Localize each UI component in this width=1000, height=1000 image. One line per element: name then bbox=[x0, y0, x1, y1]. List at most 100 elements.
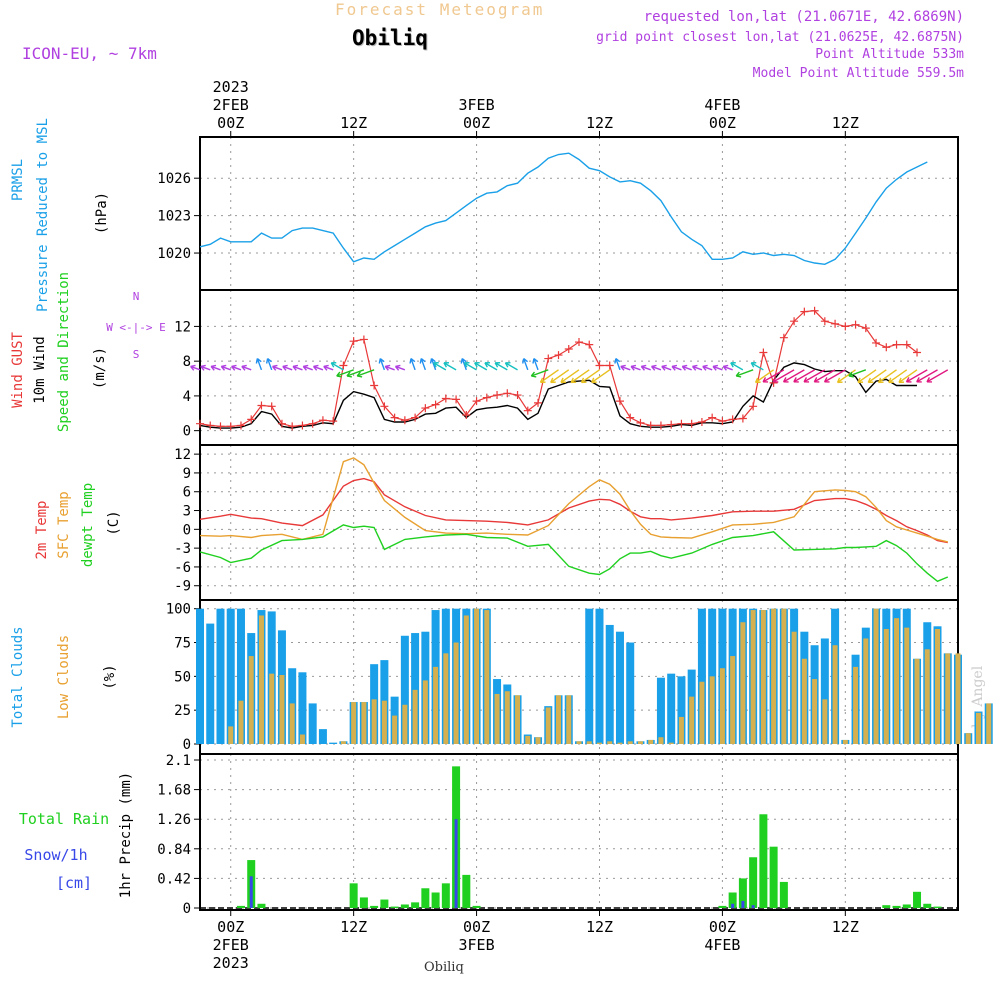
low-cloud-bar bbox=[515, 695, 521, 744]
gust-marker bbox=[749, 402, 758, 411]
low-cloud-bar bbox=[719, 668, 725, 744]
rain-bar bbox=[892, 905, 901, 908]
wind-direction-arrow bbox=[303, 365, 313, 371]
snow-bar bbox=[741, 900, 745, 908]
low-cloud-bar bbox=[535, 737, 541, 744]
gust-marker bbox=[687, 419, 696, 428]
wind-arrow-head bbox=[336, 371, 342, 378]
wind-arrow-head bbox=[265, 358, 272, 364]
wind-direction-arrow bbox=[433, 362, 447, 371]
top-time-label: 3FEB bbox=[459, 96, 495, 114]
low-cloud-bar bbox=[576, 741, 582, 744]
top-time-label: 2FEB bbox=[213, 96, 249, 114]
gust-marker bbox=[236, 421, 245, 430]
low-cloud-bar bbox=[914, 658, 920, 744]
wind-direction-arrow bbox=[560, 369, 580, 384]
wind-direction-arrow bbox=[540, 369, 559, 384]
gust-marker bbox=[872, 338, 881, 347]
low-cloud-title: Low Clouds bbox=[56, 635, 72, 719]
gust-marker bbox=[790, 317, 799, 326]
rain-bar bbox=[411, 902, 420, 908]
wind-arrow-head bbox=[522, 358, 529, 364]
wind-direction-arrow bbox=[793, 369, 815, 383]
wind-direction-arrow bbox=[762, 369, 785, 383]
wind-arrow-head bbox=[730, 362, 736, 368]
low-cloud-bar bbox=[248, 656, 254, 744]
low-cloud-bar bbox=[340, 741, 346, 744]
wind-direction-arrow bbox=[505, 362, 518, 371]
temp-unit: (C) bbox=[106, 510, 122, 535]
wind-direction-arrow bbox=[837, 369, 856, 384]
wind-arrow-head bbox=[762, 377, 769, 383]
pressure-unit: (hPa) bbox=[94, 192, 110, 234]
gust-marker bbox=[441, 394, 450, 403]
rain-bar bbox=[390, 906, 399, 908]
low-cloud-bar bbox=[607, 741, 613, 744]
wind-direction-arrow bbox=[641, 365, 651, 371]
gust-marker bbox=[564, 344, 573, 353]
low-cloud-bar bbox=[801, 658, 807, 744]
wind-direction-arrow bbox=[464, 362, 477, 371]
low-cloud-bar bbox=[709, 676, 715, 744]
wind-arrow-head bbox=[190, 364, 196, 371]
low-cloud-bar bbox=[525, 735, 531, 744]
ytick-label-pressure: 1020 bbox=[157, 246, 191, 262]
low-cloud-bar bbox=[945, 653, 951, 744]
wind-arrow-head bbox=[302, 364, 309, 371]
bottom-time-label: 00Z bbox=[709, 918, 736, 936]
model-label: ICON-EU, ~ 7km bbox=[22, 44, 157, 63]
gust-marker bbox=[267, 402, 276, 411]
wind-direction-arrow bbox=[282, 365, 293, 371]
gust-marker bbox=[626, 413, 635, 422]
rain-title: Total Rain bbox=[19, 810, 109, 828]
wind-direction-arrow bbox=[430, 358, 437, 371]
wind-arrow-head bbox=[560, 377, 567, 384]
wind-direction-arrow bbox=[266, 358, 273, 371]
low-cloud-bar bbox=[433, 666, 439, 744]
pressure-title: PRMSL bbox=[10, 159, 26, 201]
pressure-subtitle: Pressure Reduced to MSL bbox=[35, 118, 51, 312]
dewpt-title: dewpt Temp bbox=[80, 483, 96, 567]
gust-marker bbox=[646, 421, 655, 430]
wind-direction-arrow bbox=[323, 365, 334, 371]
wind-direction-arrow bbox=[878, 369, 897, 384]
total-cloud-bar bbox=[236, 608, 245, 744]
rain-bar bbox=[769, 846, 778, 908]
low-cloud-bar bbox=[668, 742, 674, 744]
wind-arrow-head bbox=[640, 364, 647, 371]
gust-marker bbox=[400, 416, 409, 425]
gust-marker bbox=[800, 307, 809, 316]
wind-direction-arrow bbox=[241, 365, 252, 371]
gust-marker bbox=[820, 317, 829, 326]
rain-bar bbox=[923, 903, 932, 908]
ytick-label-temperature: -6 bbox=[174, 560, 191, 576]
rain-bar bbox=[779, 881, 788, 908]
ytick-label-clouds: 75 bbox=[174, 636, 191, 652]
low-cloud-bar bbox=[453, 642, 459, 744]
ytick-label-temperature: 9 bbox=[183, 466, 191, 482]
gust-marker bbox=[431, 400, 440, 409]
wind-direction-arrow bbox=[824, 369, 846, 383]
rain-bar bbox=[431, 892, 440, 908]
gust-marker bbox=[667, 420, 676, 429]
low-cloud-bar bbox=[965, 733, 971, 744]
gust-marker bbox=[349, 337, 358, 346]
wind-direction-arrow bbox=[190, 365, 201, 371]
gust-marker bbox=[605, 361, 614, 370]
gust-marker bbox=[697, 417, 706, 426]
low-cloud-bar bbox=[392, 715, 398, 744]
wind-direction-arrow bbox=[651, 365, 662, 371]
wind-direction-arrow bbox=[888, 369, 908, 384]
wind-arrow-head bbox=[898, 377, 905, 384]
gust-marker bbox=[831, 319, 840, 328]
wind-arrow-head bbox=[848, 371, 854, 378]
low-cloud-bar bbox=[637, 741, 643, 744]
wind-direction-arrow bbox=[916, 369, 938, 383]
low-cloud-bar bbox=[412, 689, 418, 744]
top-time-label: 00Z bbox=[709, 114, 736, 132]
gust-marker bbox=[534, 398, 543, 407]
gust-marker bbox=[656, 421, 665, 430]
wind-arrow-head bbox=[591, 377, 597, 384]
gust-marker bbox=[452, 395, 461, 404]
compass-n: N bbox=[133, 290, 140, 303]
